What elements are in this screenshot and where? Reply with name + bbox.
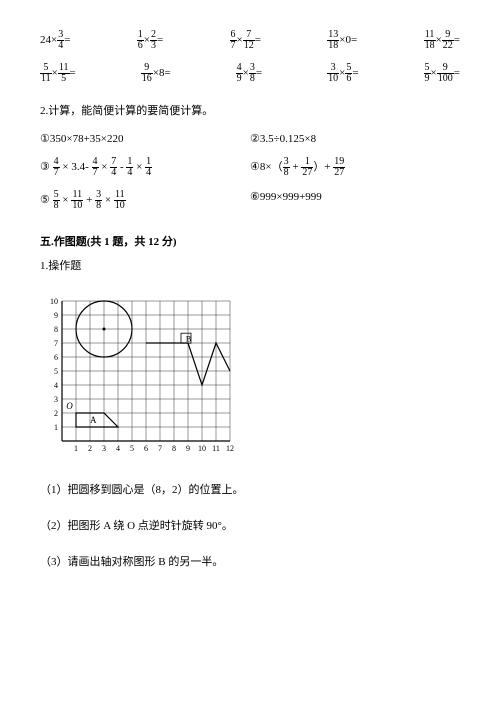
r1c3: 67×712=	[230, 30, 261, 51]
sp3: ③ 47 × 3.4- 47 × 74 - 14 × 14	[40, 157, 250, 178]
r1c4: 1318×0=	[327, 30, 357, 51]
svg-text:10: 10	[50, 297, 58, 306]
r1c1: 24×34=	[40, 30, 70, 51]
svg-text:10: 10	[198, 444, 206, 453]
sub-question-2: （2）把图形 A 绕 O 点逆时针旋转 90°。	[40, 517, 460, 533]
fraction-row-1: 24×34= 16×23= 67×712= 1318×0= 1118×922=	[40, 30, 460, 51]
svg-text:6: 6	[144, 444, 148, 453]
problem-2-intro: 2.计算，能简便计算的要简便计算。	[40, 102, 460, 118]
svg-text:8: 8	[172, 444, 176, 453]
svg-text:2: 2	[54, 409, 58, 418]
sp2-label: ②	[250, 133, 260, 145]
svg-text:4: 4	[116, 444, 120, 453]
sp1-text: 350×78+35×220	[50, 133, 124, 145]
svg-text:2: 2	[88, 444, 92, 453]
val: 24	[40, 34, 51, 46]
r1c5: 1118×922=	[424, 30, 460, 51]
svg-text:7: 7	[54, 339, 58, 348]
sp4: ④8×（38 + 127）+ 1927	[250, 157, 460, 178]
svg-text:3: 3	[54, 395, 58, 404]
svg-text:O: O	[66, 401, 73, 411]
svg-text:1: 1	[54, 423, 58, 432]
subproblem-row-2: ③ 47 × 3.4- 47 × 74 - 14 × 14 ④8×（38 + 1…	[40, 157, 460, 178]
q1-label: 1.操作题	[40, 257, 460, 273]
section-5-title: 五.作图题(共 1 题，共 12 分)	[40, 233, 460, 249]
sp5: ⑤ 58 × 1110 + 38 × 1110	[40, 190, 250, 211]
svg-text:5: 5	[130, 444, 134, 453]
sp1-label: ①	[40, 133, 50, 145]
svg-text:A: A	[90, 415, 97, 425]
subproblem-row-3: ⑤ 58 × 1110 + 38 × 1110 ⑥999×999+999	[40, 190, 460, 211]
grid-figure: 12345678910111212345678910OAB	[40, 281, 240, 461]
svg-text:11: 11	[212, 444, 220, 453]
svg-text:6: 6	[54, 353, 58, 362]
sub-question-3: （3）请画出轴对称图形 B 的另一半。	[40, 553, 460, 569]
svg-text:7: 7	[158, 444, 162, 453]
svg-text:8: 8	[54, 325, 58, 334]
r2c1: 511×115=	[40, 63, 76, 84]
r2c2: 916×8=	[141, 63, 171, 84]
svg-text:1: 1	[74, 444, 78, 453]
r2c5: 59×9100=	[424, 63, 460, 84]
subproblem-row-1: ①350×78+35×220 ②3.5÷0.125×8	[40, 132, 460, 145]
sp6: ⑥999×999+999	[250, 190, 460, 211]
r2c3: 49×38=	[236, 63, 262, 84]
svg-text:3: 3	[102, 444, 106, 453]
svg-text:4: 4	[54, 381, 58, 390]
svg-text:9: 9	[54, 311, 58, 320]
fraction-row-2: 511×115= 916×8= 49×38= 310×56= 59×9100=	[40, 63, 460, 84]
sub-question-1: （1）把圆移到圆心是（8，2）的位置上。	[40, 481, 460, 497]
svg-text:5: 5	[54, 367, 58, 376]
svg-text:12: 12	[226, 444, 234, 453]
r1c2: 16×23=	[137, 30, 163, 51]
svg-text:B: B	[186, 335, 191, 344]
r2c4: 310×56=	[327, 63, 358, 84]
svg-text:9: 9	[186, 444, 190, 453]
sp2-text: 3.5÷0.125×8	[260, 133, 316, 145]
